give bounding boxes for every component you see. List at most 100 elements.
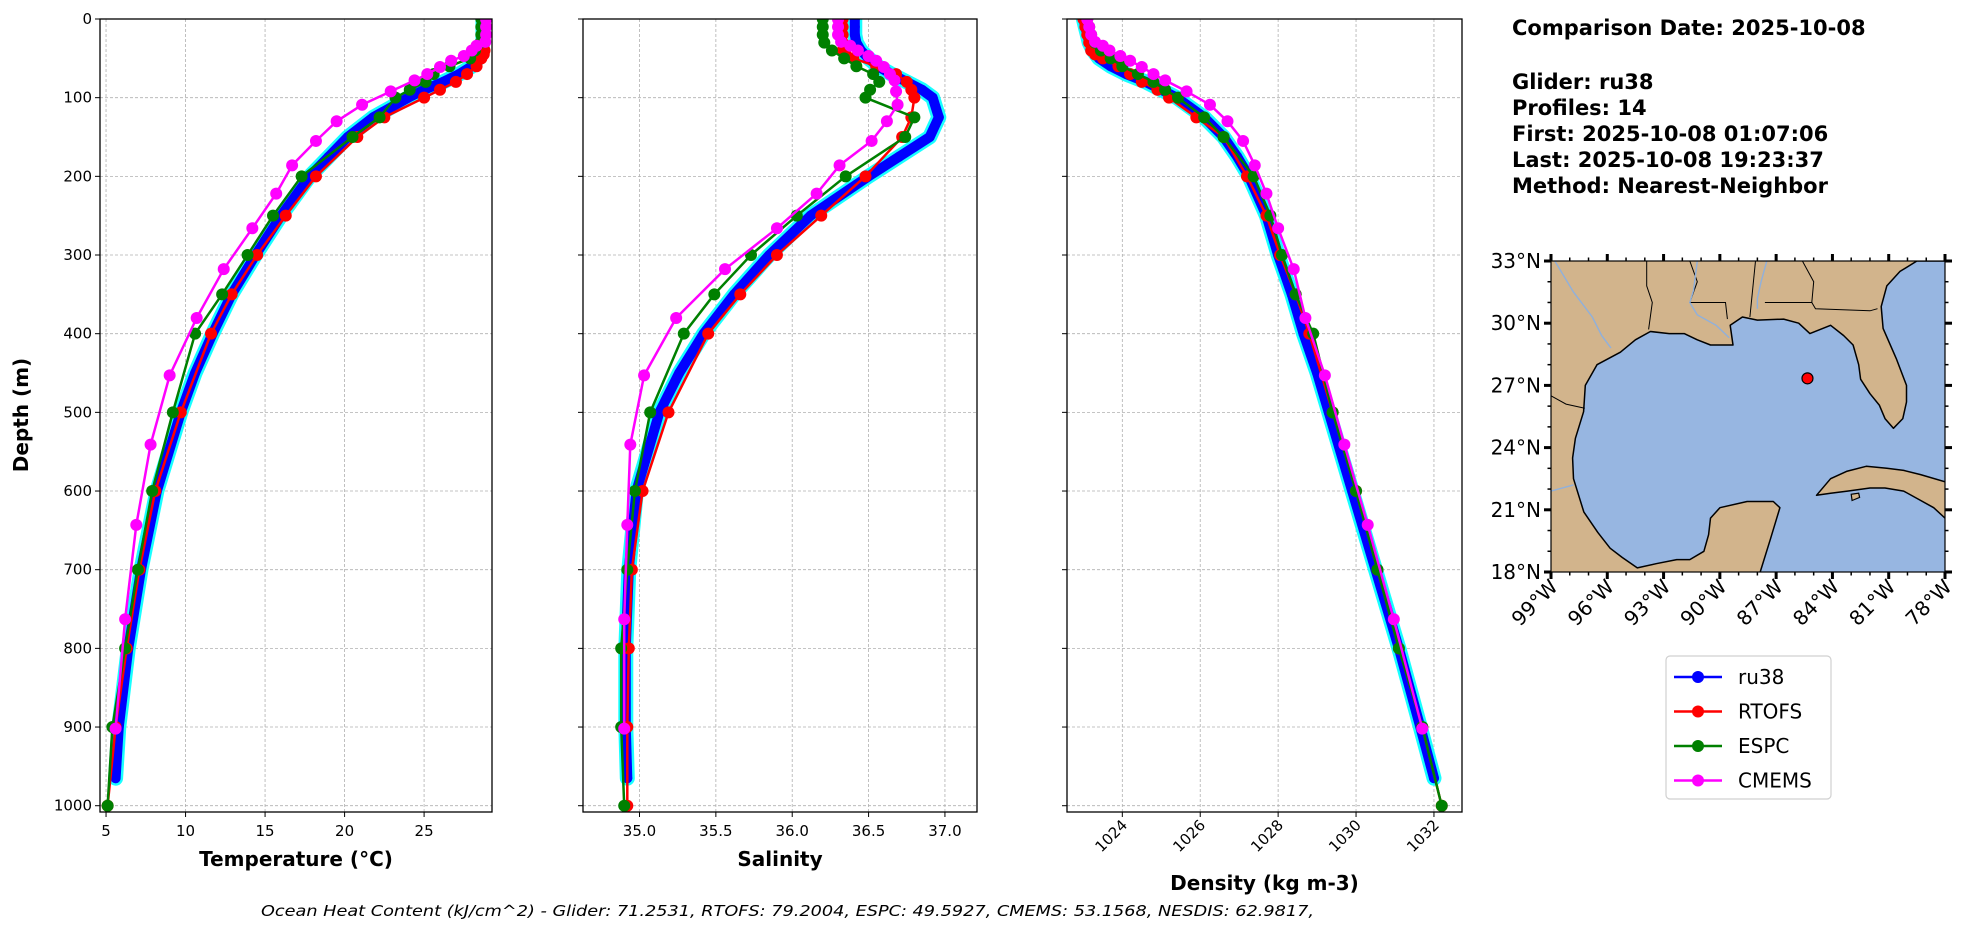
point-cmems xyxy=(109,722,122,735)
point-cmems xyxy=(163,369,176,382)
comparison-date: Comparison Date: 2025-10-08 xyxy=(1512,16,1866,40)
point-espc xyxy=(628,485,641,498)
point-rtofs xyxy=(418,91,431,104)
point-cmems xyxy=(445,54,458,67)
point-espc xyxy=(403,83,416,96)
series-layer xyxy=(101,19,492,812)
river xyxy=(1689,261,1730,339)
point-rtofs xyxy=(815,209,828,222)
point-cmems xyxy=(624,438,637,451)
point-espc xyxy=(644,406,657,419)
river xyxy=(1554,261,1612,349)
point-espc xyxy=(241,249,254,262)
point-cmems xyxy=(891,98,904,111)
lat-label: 24°N xyxy=(1491,436,1541,460)
legend-item-cmems: CMEMS xyxy=(1674,769,1812,793)
point-cmems xyxy=(1248,159,1261,172)
point-rtofs xyxy=(225,288,238,301)
point-cmems xyxy=(217,263,230,276)
legend-marker xyxy=(1692,671,1704,683)
river xyxy=(1756,261,1768,309)
point-cmems xyxy=(130,518,143,531)
y-tick-label: 1000 xyxy=(54,797,92,815)
legend-label: RTOFS xyxy=(1738,700,1802,724)
point-cmems xyxy=(384,85,397,98)
point-cmems xyxy=(810,187,823,200)
point-cmems xyxy=(408,74,421,87)
point-cmems xyxy=(1159,74,1172,87)
y-tick-label: 900 xyxy=(63,718,92,736)
profile-count: Profiles: 14 xyxy=(1512,96,1647,120)
point-espc xyxy=(618,799,631,812)
point-cmems xyxy=(1124,54,1137,67)
y-tick-label: 400 xyxy=(63,325,92,343)
point-cmems xyxy=(286,159,299,172)
point-espc xyxy=(1276,249,1289,262)
point-cmems xyxy=(246,222,259,235)
point-espc xyxy=(899,131,912,144)
point-cmems xyxy=(833,159,846,172)
point-espc xyxy=(189,327,202,340)
point-cmems xyxy=(309,134,322,147)
point-espc xyxy=(216,288,229,301)
location-map: 18°N21°N24°N27°N30°N33°N99°W 96°W 93°W 90°W… xyxy=(1491,249,1957,631)
y-tick-label: 0 xyxy=(82,10,92,28)
point-rtofs xyxy=(770,249,783,262)
point-espc xyxy=(1435,799,1448,812)
point-espc xyxy=(295,170,308,183)
point-cmems xyxy=(144,438,157,451)
point-espc xyxy=(818,36,831,49)
legend-item-ru38: ru38 xyxy=(1674,665,1784,689)
state-border xyxy=(1749,261,1756,318)
point-cmems xyxy=(1287,263,1300,276)
point-cmems xyxy=(638,369,651,382)
lat-label: 18°N xyxy=(1491,560,1541,584)
axes-frame xyxy=(1066,18,1463,813)
legend-marker xyxy=(1692,705,1704,718)
point-cmems xyxy=(1103,44,1116,57)
point-ru38 xyxy=(110,773,121,784)
point-espc xyxy=(346,131,359,144)
point-cmems xyxy=(1203,98,1216,111)
y-tick-label: 100 xyxy=(63,89,92,107)
y-tick-label: 800 xyxy=(63,639,92,657)
point-rtofs xyxy=(702,327,715,340)
lat-label: 33°N xyxy=(1491,249,1541,273)
point-cmems xyxy=(270,187,283,200)
point-rtofs xyxy=(251,249,264,262)
x-tick-label: 15 xyxy=(256,822,275,840)
point-cmems xyxy=(1272,222,1285,235)
point-cmems xyxy=(1180,85,1193,98)
point-espc xyxy=(825,44,838,57)
point-rtofs xyxy=(859,170,872,183)
ohc-caption: Ocean Heat Content (kJ/cm^2) - Glider: 7… xyxy=(261,902,1314,920)
glider-location-marker xyxy=(1801,372,1814,385)
point-espc xyxy=(1172,91,1185,104)
lat-label: 21°N xyxy=(1491,498,1541,522)
point-cmems xyxy=(618,613,631,626)
point-espc xyxy=(267,209,280,222)
point-ru38 xyxy=(849,21,860,32)
method: Method: Nearest-Neighbor xyxy=(1512,174,1829,198)
first-time: First: 2025-10-08 01:07:06 xyxy=(1512,122,1828,146)
point-ru38 xyxy=(849,29,860,40)
point-rtofs xyxy=(279,209,292,222)
point-espc xyxy=(839,170,852,183)
point-ru38 xyxy=(674,368,685,379)
series-layer xyxy=(615,19,947,812)
x-axis-label: Salinity xyxy=(737,847,822,871)
point-cmems xyxy=(890,85,903,98)
legend: ru38 RTOFS ESPC CMEMS xyxy=(1665,655,1832,800)
lat-label: 30°N xyxy=(1491,311,1541,335)
x-tick-label: 36.0 xyxy=(776,822,809,840)
point-espc xyxy=(119,642,132,655)
legend-item-espc: ESPC xyxy=(1674,734,1789,758)
point-rtofs xyxy=(205,327,218,340)
legend-box xyxy=(1665,655,1832,800)
point-espc xyxy=(850,60,863,73)
y-tick-label: 300 xyxy=(63,246,92,264)
point-rtofs xyxy=(433,83,446,96)
point-cmems xyxy=(1299,311,1312,324)
x-tick-label: 35.0 xyxy=(623,822,656,840)
